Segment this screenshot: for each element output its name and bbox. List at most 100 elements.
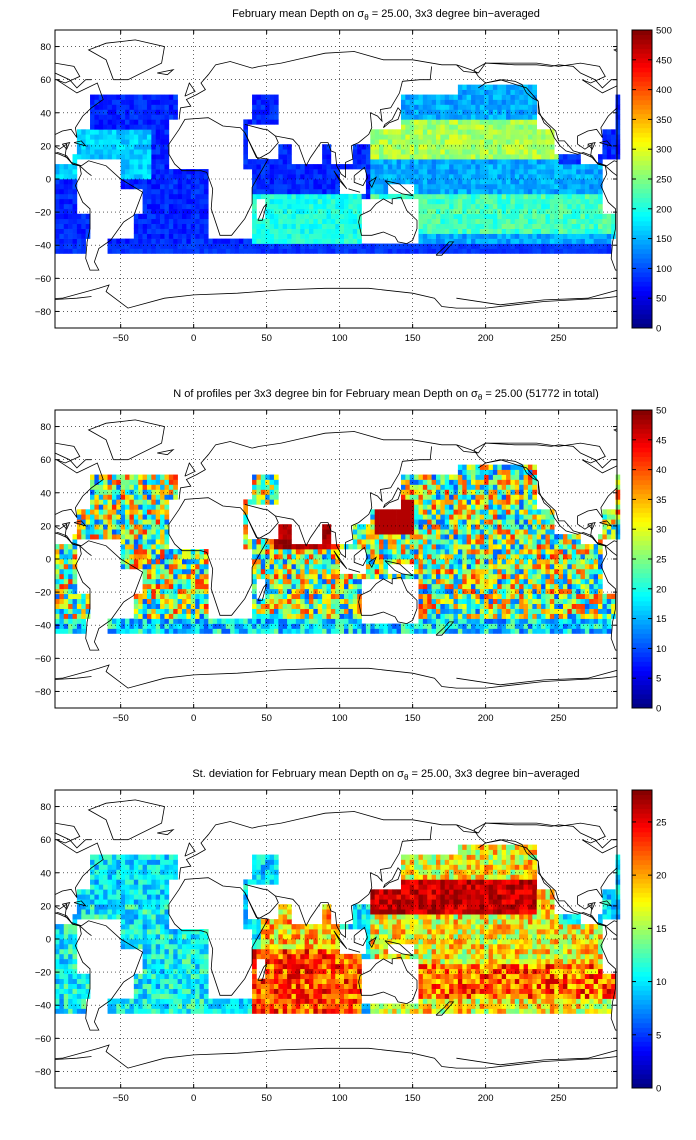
data-cell — [501, 618, 507, 624]
data-cell — [146, 134, 152, 140]
data-cell — [527, 114, 533, 120]
data-cell — [497, 144, 502, 150]
data-cell — [475, 84, 481, 90]
data-cell — [120, 114, 126, 120]
data-cell — [598, 539, 603, 545]
data-cell — [146, 174, 152, 180]
data-cell — [265, 159, 270, 165]
data-cell — [164, 139, 170, 145]
data-cell — [392, 154, 397, 160]
data-cell — [444, 598, 450, 604]
data-cell — [326, 534, 332, 540]
data-cell — [55, 198, 60, 205]
data-cell — [567, 243, 573, 249]
data-cell — [313, 218, 319, 224]
data-cell — [449, 568, 454, 575]
data-cell — [365, 573, 371, 580]
data-cell — [387, 573, 393, 580]
data-cell — [370, 529, 375, 535]
data-cell — [168, 248, 174, 254]
data-cell — [492, 218, 498, 224]
data-cell — [475, 618, 481, 624]
data-cell — [160, 544, 165, 550]
data-cell — [125, 554, 130, 560]
data-cell — [475, 154, 481, 160]
colorbar-band — [632, 174, 652, 180]
data-cell — [322, 628, 327, 634]
data-cell — [422, 549, 428, 555]
data-cell — [252, 193, 257, 200]
data-cell — [453, 529, 459, 535]
data-cell — [164, 588, 170, 595]
data-cell — [243, 628, 248, 634]
data-cell — [510, 164, 516, 170]
data-cell — [449, 559, 454, 565]
data-cell — [142, 628, 148, 634]
data-cell — [462, 598, 467, 604]
data-cell — [571, 159, 577, 165]
data-cell — [260, 243, 266, 249]
data-cell — [357, 144, 362, 150]
data-cell — [151, 164, 157, 170]
data-cell — [256, 159, 262, 165]
data-cell — [501, 159, 507, 165]
data-cell — [466, 623, 472, 629]
data-cell — [344, 223, 349, 229]
data-cell — [571, 603, 577, 609]
data-cell — [576, 603, 581, 609]
data-cell — [405, 179, 411, 185]
coastline — [55, 152, 82, 167]
data-cell — [374, 193, 380, 200]
data-cell — [580, 198, 586, 205]
data-cell — [545, 183, 551, 190]
data-cell — [392, 573, 397, 580]
data-cell — [230, 238, 235, 244]
data-cell — [370, 524, 375, 530]
data-cell — [409, 119, 415, 125]
data-cell — [532, 578, 538, 585]
data-cell — [584, 628, 590, 634]
data-cell — [278, 154, 284, 160]
data-cell — [256, 603, 262, 609]
data-cell — [580, 628, 586, 634]
data-cell — [352, 193, 358, 200]
data-cell — [344, 603, 349, 609]
data-cell — [536, 144, 542, 150]
data-cell — [466, 124, 472, 130]
data-cell — [256, 613, 262, 619]
data-cell — [63, 559, 69, 565]
data-cell — [199, 228, 205, 234]
data-cell — [374, 139, 380, 145]
data-cell — [580, 554, 586, 560]
data-cell — [615, 534, 621, 540]
data-cell — [611, 228, 616, 234]
data-cell — [173, 188, 178, 195]
data-cell — [269, 164, 275, 170]
data-cell — [593, 563, 599, 570]
data-cell — [195, 193, 200, 200]
data-cell — [313, 208, 319, 215]
data-cell — [532, 248, 538, 254]
data-cell — [427, 628, 432, 634]
data-cell — [203, 583, 209, 590]
data-cell — [160, 109, 165, 115]
data-cell — [527, 129, 533, 135]
data-cell — [444, 149, 450, 155]
data-cell — [190, 628, 196, 634]
data-cell — [506, 618, 511, 624]
data-cell — [383, 129, 389, 135]
data-cell — [155, 598, 161, 604]
data-cell — [81, 238, 86, 244]
data-cell — [295, 243, 301, 249]
data-cell — [576, 549, 581, 555]
data-cell — [168, 104, 174, 110]
data-cell — [55, 544, 60, 550]
data-cell — [287, 524, 292, 530]
data-cell — [514, 94, 520, 100]
data-cell — [584, 608, 590, 614]
data-cell — [125, 114, 130, 120]
data-cell — [558, 179, 564, 185]
data-cell — [589, 188, 594, 195]
data-cell — [615, 139, 621, 145]
data-cell — [558, 623, 564, 629]
